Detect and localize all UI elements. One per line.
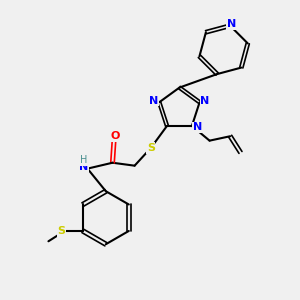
Text: N: N xyxy=(79,162,88,172)
Text: H: H xyxy=(80,155,88,165)
Text: N: N xyxy=(193,122,202,132)
Text: N: N xyxy=(149,96,159,106)
Text: S: S xyxy=(57,226,65,236)
Text: O: O xyxy=(111,131,120,141)
Text: S: S xyxy=(147,143,155,153)
Text: N: N xyxy=(227,19,236,29)
Text: N: N xyxy=(200,96,209,106)
